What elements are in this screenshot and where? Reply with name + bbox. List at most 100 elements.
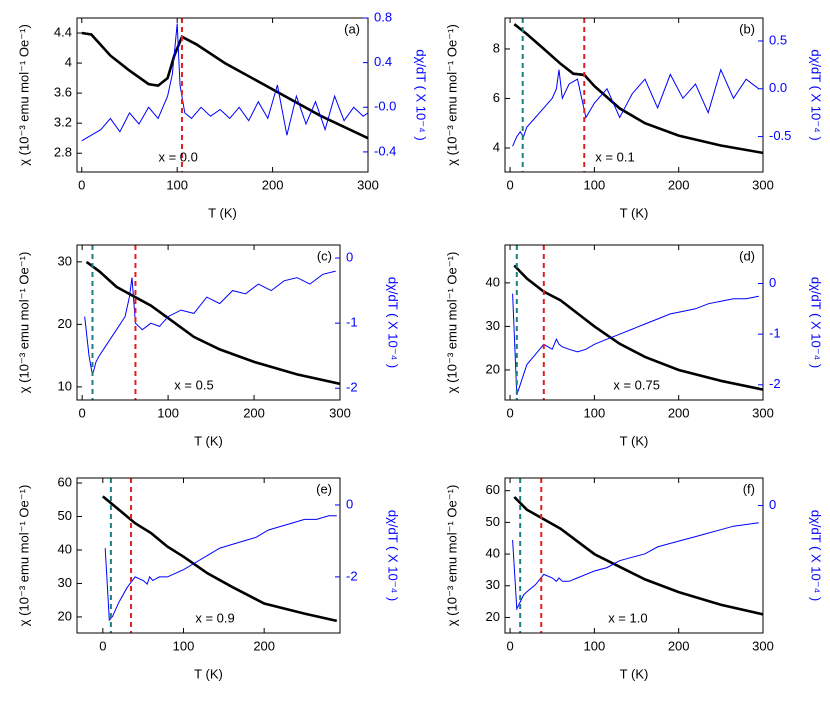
y-tick-label: 20 — [486, 609, 500, 624]
y-tick-label: 3.6 — [54, 85, 72, 100]
y-tick-label: 8 — [493, 40, 500, 55]
y-axis-label: χ (10⁻³ emu mol⁻¹ Oe⁻¹) — [16, 485, 31, 627]
composition-label: x = 0.5 — [174, 377, 213, 392]
plot-frame — [76, 17, 369, 173]
y-tick-label: 30 — [486, 577, 500, 592]
x-tick-label: 300 — [357, 177, 379, 192]
y2-tick-label: -2 — [769, 376, 781, 391]
y-axis-label: χ (10⁻³ emu mol⁻¹ Oe⁻¹) — [16, 252, 31, 394]
x-tick-label: 0 — [78, 177, 85, 192]
panel-label: (f) — [743, 481, 755, 496]
y-tick-label: 3.2 — [54, 115, 72, 130]
panel-label: (d) — [739, 248, 755, 263]
y2-axis-label: dχ/dT ( X 10⁻⁴ ) — [809, 510, 824, 601]
derivative-line — [104, 515, 337, 622]
x-axis-label: T (K) — [208, 205, 237, 220]
y-tick-label: 4.4 — [54, 24, 72, 39]
derivative-line — [84, 270, 336, 376]
y-tick-label: 40 — [58, 541, 72, 556]
x-tick-label: 100 — [584, 638, 606, 653]
y2-tick-label: 0 — [346, 249, 353, 264]
y2-axis-label: dχ/dT ( X 10⁻⁴ ) — [809, 277, 824, 368]
y2-axis-label: dχ/dT ( X 10⁻⁴ ) — [414, 49, 429, 140]
y2-tick-label: 0 — [769, 497, 776, 512]
plot-frame — [76, 477, 341, 634]
y-tick-label: 4 — [65, 55, 72, 70]
x-tick-label: 100 — [584, 177, 606, 192]
y2-tick-label: -0.0 — [374, 99, 396, 114]
x-tick-label: 300 — [752, 177, 774, 192]
y-tick-label: 30 — [58, 253, 72, 268]
x-tick-label: 200 — [668, 638, 690, 653]
composition-label: x = 0.0 — [158, 149, 197, 164]
susceptibility-line — [513, 23, 763, 155]
x-tick-label: 200 — [243, 405, 265, 420]
plot-frame — [504, 17, 764, 173]
y2-tick-label: 0.8 — [374, 9, 392, 24]
x-axis-label: T (K) — [620, 666, 649, 681]
x-tick-label: 0 — [79, 405, 86, 420]
x-tick-label: 0 — [506, 177, 513, 192]
composition-label: x = 1.0 — [608, 610, 647, 625]
x-tick-label: 200 — [253, 638, 275, 653]
panel-label: (e) — [316, 481, 332, 496]
y2-axis-label: dχ/dT ( X 10⁻⁴ ) — [386, 277, 401, 368]
x-tick-label: 200 — [668, 177, 690, 192]
y-tick-label: 50 — [486, 514, 500, 529]
y2-tick-label: -2 — [346, 380, 358, 395]
y-tick-label: 40 — [486, 274, 500, 289]
y2-tick-label: -1 — [769, 326, 781, 341]
x-tick-label: 300 — [752, 405, 774, 420]
y-tick-label: 20 — [58, 608, 72, 623]
y-tick-label: 60 — [58, 474, 72, 489]
x-tick-label: 0 — [506, 405, 513, 420]
y-tick-label: 2.8 — [54, 145, 72, 160]
derivative-line — [512, 293, 759, 396]
derivative-line — [81, 23, 368, 142]
x-axis-label: T (K) — [620, 205, 649, 220]
susceptibility-line — [513, 496, 763, 616]
y-tick-label: 6 — [493, 90, 500, 105]
x-tick-label: 0 — [506, 638, 513, 653]
susceptibility-line — [85, 260, 340, 386]
composition-label: x = 0.75 — [613, 377, 660, 392]
y-tick-label: 50 — [58, 508, 72, 523]
y2-axis-label: dχ/dT ( X 10⁻⁴ ) — [809, 49, 824, 140]
y2-tick-label: -0.5 — [769, 128, 791, 143]
x-tick-label: 100 — [173, 638, 195, 653]
y2-tick-label: -2 — [346, 568, 358, 583]
y-tick-label: 30 — [58, 575, 72, 590]
y2-tick-label: 0 — [346, 496, 353, 511]
derivative-line — [512, 68, 760, 147]
x-tick-label: 0 — [99, 638, 106, 653]
x-tick-label: 200 — [262, 177, 284, 192]
x-tick-label: 300 — [752, 638, 774, 653]
y-tick-label: 20 — [58, 316, 72, 331]
susceptibility-line — [513, 264, 763, 391]
panel-label: (c) — [317, 248, 332, 263]
panel-label: (b) — [739, 21, 755, 36]
susceptibility-line — [101, 495, 338, 623]
y2-tick-label: 0.4 — [374, 54, 392, 69]
y2-tick-label: -1 — [346, 315, 358, 330]
x-tick-label: 100 — [584, 405, 606, 420]
y-axis-label: χ (10⁻³ emu mol⁻¹ Oe⁻¹) — [444, 485, 459, 627]
x-tick-label: 100 — [157, 405, 179, 420]
x-axis-label: T (K) — [194, 433, 223, 448]
x-tick-label: 200 — [668, 405, 690, 420]
x-axis-label: T (K) — [194, 666, 223, 681]
y2-tick-label: 0.5 — [769, 32, 787, 47]
x-tick-label: 100 — [166, 177, 188, 192]
plot-frame — [504, 244, 764, 401]
susceptibility-line — [81, 31, 368, 140]
y2-axis-label: dχ/dT ( X 10⁻⁴ ) — [386, 510, 401, 601]
y-axis-label: χ (10⁻³ emu mol⁻¹ Oe⁻¹) — [444, 252, 459, 394]
x-axis-label: T (K) — [620, 433, 649, 448]
panel-label: (a) — [344, 21, 360, 36]
x-tick-label: 300 — [329, 405, 351, 420]
composition-label: x = 0.1 — [595, 149, 634, 164]
y2-tick-label: 0 — [769, 275, 776, 290]
plot-frame — [504, 477, 764, 634]
y-axis-label: χ (10⁻³ emu mol⁻¹ Oe⁻¹) — [444, 24, 459, 166]
